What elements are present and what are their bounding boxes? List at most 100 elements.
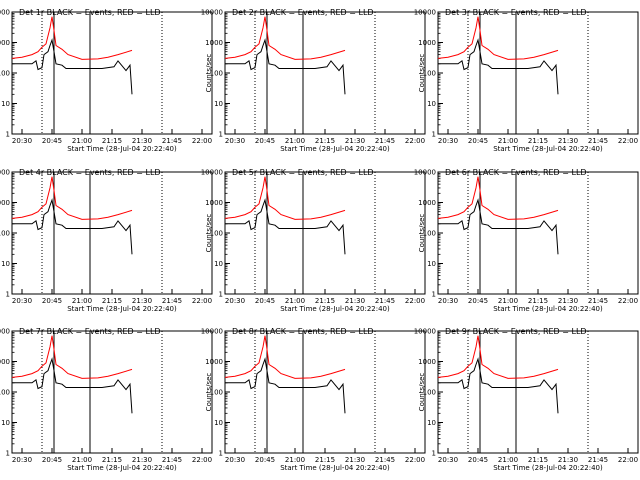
y-tick-label: 10 (214, 419, 223, 427)
x-tick-label: 21:30 (132, 456, 152, 464)
y-axis-label: Counts/sec (205, 214, 213, 253)
x-axis-label: Start Time (28-Jul-04 20:22:40) (493, 305, 603, 313)
lld-series-line (437, 176, 559, 220)
x-tick-label: 21:15 (102, 297, 122, 305)
x-tick-label: 21:30 (345, 456, 365, 464)
x-tick-label: 22:00 (405, 137, 425, 145)
x-tick-label: 20:30 (12, 137, 32, 145)
x-tick-label: 21:15 (528, 456, 548, 464)
x-tick-label: 21:45 (588, 456, 608, 464)
panel-4: Det 4r BLACK = Events, RED = LLD11010010… (0, 168, 213, 313)
x-tick-label: 20:30 (438, 137, 458, 145)
y-tick-label: 1 (432, 131, 436, 139)
x-tick-label: 22:00 (618, 297, 638, 305)
plot-frame (11, 11, 213, 135)
events-series-line (225, 38, 346, 95)
x-tick-label: 21:30 (345, 137, 365, 145)
y-tick-label: 1 (432, 450, 436, 458)
y-tick-label: 1000 (0, 39, 10, 47)
x-tick-label: 22:00 (405, 456, 425, 464)
x-tick-label: 20:30 (438, 297, 458, 305)
y-tick-label: 10 (214, 100, 223, 108)
y-tick-label: 1000 (418, 358, 436, 366)
plot-frame (224, 11, 426, 135)
y-axis-label: Counts/sec (418, 214, 426, 253)
x-axis-label: Start Time (28-Jul-04 20:22:40) (67, 464, 177, 472)
events-series-line (438, 38, 559, 95)
x-tick-label: 21:45 (162, 137, 182, 145)
events-series-line (225, 357, 346, 414)
panel-7: Det 7r BLACK = Events, RED = LLD11010010… (0, 327, 213, 472)
x-tick-label: 21:30 (558, 137, 578, 145)
x-tick-label: 20:45 (42, 137, 62, 145)
y-tick-label: 100 (210, 389, 223, 397)
x-tick-label: 20:45 (255, 456, 275, 464)
panel-5: Det 5r BLACK = Events, RED = LLD11010010… (201, 168, 426, 313)
y-tick-label: 1 (219, 131, 223, 139)
lld-series-line (437, 16, 559, 60)
lld-series-line (437, 335, 559, 379)
panel-6: Det 6r BLACK = Events, RED = LLD11010010… (414, 168, 639, 313)
x-tick-label: 22:00 (192, 137, 212, 145)
x-tick-label: 20:45 (42, 297, 62, 305)
y-tick-label: 10 (427, 419, 436, 427)
y-tick-label: 100 (0, 389, 10, 397)
x-tick-label: 21:30 (558, 297, 578, 305)
y-tick-label: 10000 (201, 328, 223, 336)
x-tick-label: 21:00 (285, 137, 305, 145)
plot-frame (437, 11, 639, 135)
x-tick-label: 20:45 (468, 297, 488, 305)
x-tick-label: 20:30 (225, 137, 245, 145)
x-tick-label: 22:00 (405, 297, 425, 305)
panel-3: Det 3r BLACK = Events, RED = LLD11010010… (414, 8, 639, 153)
plot-frame (224, 330, 426, 454)
x-tick-label: 20:30 (12, 297, 32, 305)
x-tick-label: 21:00 (72, 297, 92, 305)
x-tick-label: 21:00 (285, 297, 305, 305)
x-tick-label: 21:15 (315, 456, 335, 464)
y-tick-label: 1000 (418, 199, 436, 207)
events-series-line (225, 198, 346, 255)
y-tick-label: 1 (219, 450, 223, 458)
lld-series-line (224, 176, 346, 220)
panel-1: Det 1r BLACK = Events, RED = LLD11010010… (0, 8, 213, 153)
y-axis-label: Counts/sec (418, 54, 426, 93)
y-tick-label: 10 (427, 100, 436, 108)
plot-frame (11, 171, 213, 295)
x-tick-label: 21:00 (498, 137, 518, 145)
y-tick-label: 100 (423, 70, 436, 78)
x-tick-label: 21:45 (588, 297, 608, 305)
panel-8: Det 8r BLACK = Events, RED = LLD11010010… (201, 327, 426, 472)
lld-series-line (224, 335, 346, 379)
x-axis-label: Start Time (28-Jul-04 20:22:40) (67, 145, 177, 153)
events-series-line (12, 38, 133, 95)
x-tick-label: 21:15 (315, 297, 335, 305)
y-tick-label: 100 (0, 230, 10, 238)
y-tick-label: 1000 (0, 358, 10, 366)
y-tick-label: 10000 (0, 9, 10, 17)
x-tick-label: 21:00 (498, 456, 518, 464)
y-tick-label: 10 (1, 419, 10, 427)
x-tick-label: 20:45 (468, 456, 488, 464)
y-tick-label: 10000 (0, 169, 10, 177)
x-tick-label: 21:15 (102, 137, 122, 145)
x-tick-label: 22:00 (192, 456, 212, 464)
y-tick-label: 10 (214, 260, 223, 268)
events-series-line (438, 357, 559, 414)
x-tick-label: 21:00 (498, 297, 518, 305)
x-tick-label: 21:00 (72, 456, 92, 464)
x-tick-label: 20:30 (12, 456, 32, 464)
y-axis-label: Counts/sec (205, 373, 213, 412)
x-tick-label: 22:00 (618, 456, 638, 464)
x-axis-label: Start Time (28-Jul-04 20:22:40) (280, 305, 390, 313)
y-tick-label: 100 (210, 230, 223, 238)
y-tick-label: 1000 (0, 199, 10, 207)
x-tick-label: 21:45 (375, 137, 395, 145)
x-tick-label: 21:30 (132, 297, 152, 305)
x-tick-label: 20:45 (468, 137, 488, 145)
y-tick-label: 10000 (201, 9, 223, 17)
events-series-line (12, 357, 133, 414)
x-tick-label: 21:30 (345, 297, 365, 305)
y-tick-label: 1000 (205, 358, 223, 366)
x-tick-label: 22:00 (618, 137, 638, 145)
